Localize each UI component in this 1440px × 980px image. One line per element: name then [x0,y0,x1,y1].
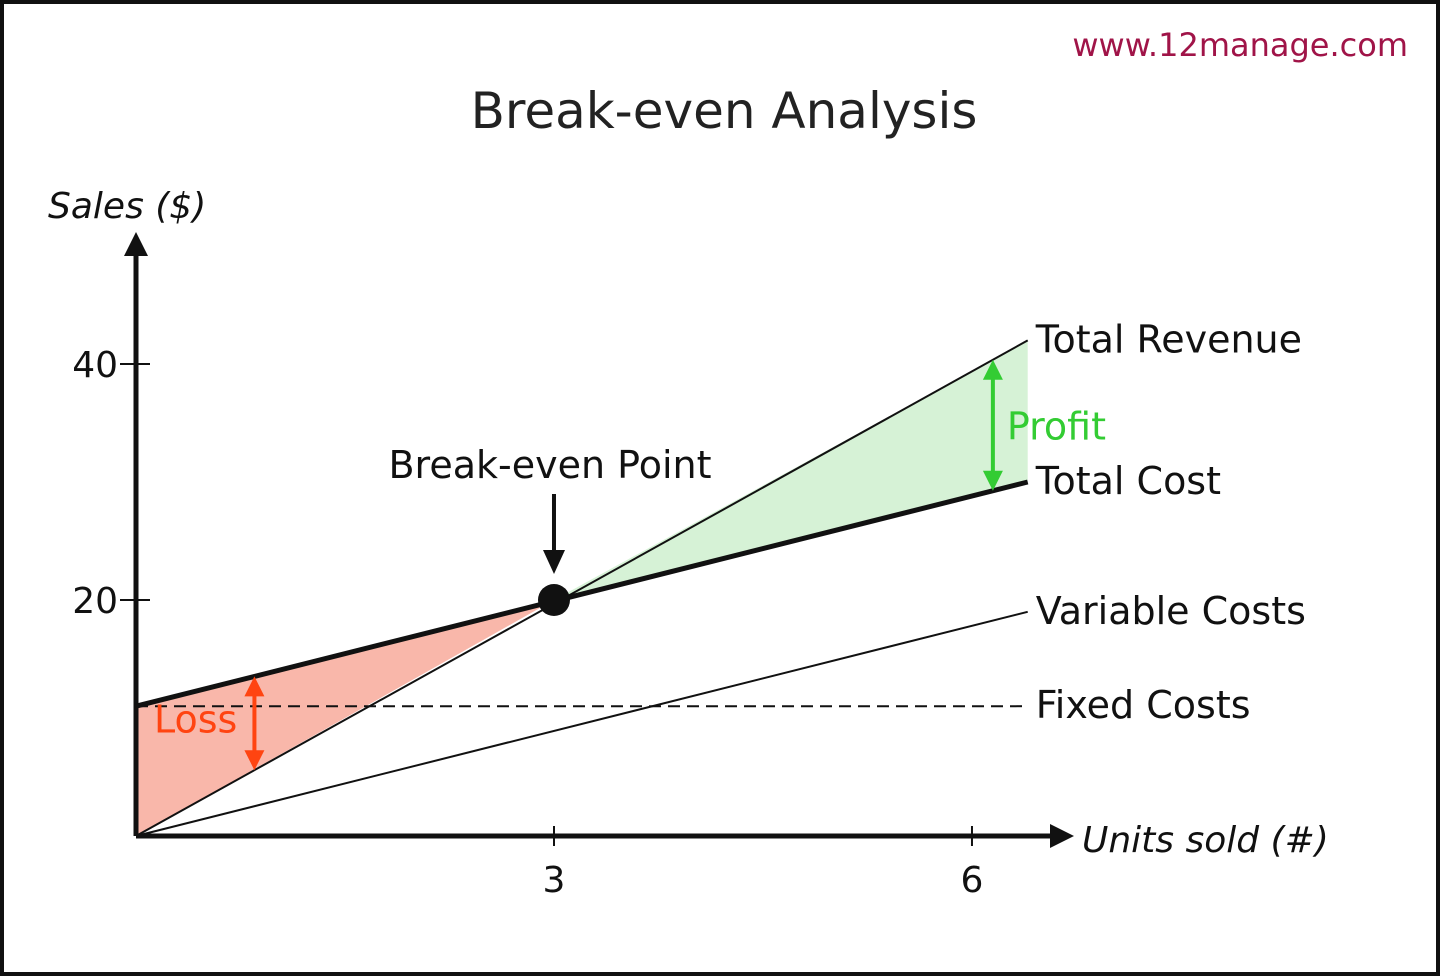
profit-label: Profit [1007,404,1106,448]
series-label-variable-costs: Variable Costs [1036,589,1306,633]
series-label-total-revenue: Total Revenue [1035,317,1302,361]
x-tick-label: 3 [543,860,566,901]
break-even-label: Break-even Point [388,443,711,487]
x-tick-label: 6 [961,860,984,901]
y-axis-arrow-icon [124,232,148,256]
y-tick-label: 40 [72,345,118,386]
profit-arrow-head-icon [982,359,1003,380]
watermark: www.12manage.com [1072,26,1408,64]
y-axis-label: Sales ($) [48,186,206,227]
loss-label: Loss [154,697,237,741]
loss-arrow-head-icon [244,676,265,697]
x-axis-arrow-icon [1050,824,1074,848]
profit-region [554,340,1028,600]
break-even-point [537,584,570,616]
break-even-arrow-head-icon [543,550,565,574]
series-label-fixed-costs: Fixed Costs [1036,683,1251,727]
loss-arrow-head-icon [244,750,265,771]
variable-costs-line [135,610,1028,837]
break-even-chart: 3 6 20 40 www.12manage.com Break-even An… [48,26,1408,901]
y-tick-label: 20 [72,581,118,622]
chart-title: Break-even Analysis [471,82,978,140]
x-axis-label: Units sold (#) [1082,820,1329,861]
total-revenue-line [135,339,1029,837]
profit-arrow-head-icon [982,470,1003,491]
total-cost-line [135,479,1029,709]
series-label-total-cost: Total Cost [1035,459,1221,503]
